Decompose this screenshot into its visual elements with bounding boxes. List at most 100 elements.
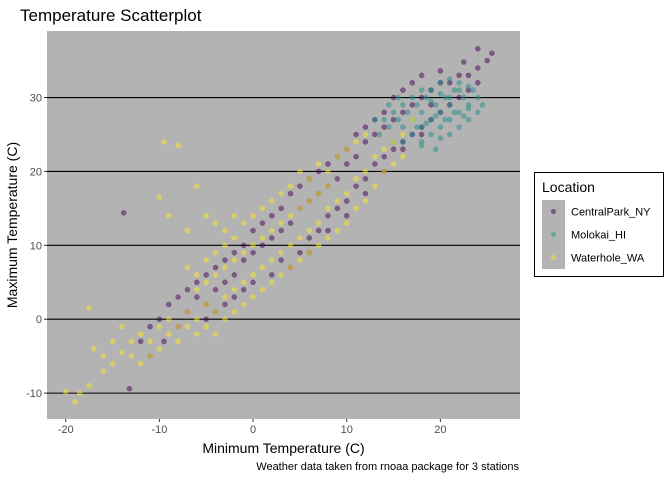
legend: Location CentralPark_NY Molokai_HI Waterho… (534, 172, 664, 277)
data-point (325, 183, 331, 190)
data-point (390, 161, 397, 167)
plot-panel (47, 31, 520, 419)
data-point (334, 153, 341, 160)
data-point (203, 212, 210, 219)
data-point (240, 286, 247, 293)
data-point (175, 294, 181, 300)
data-point (315, 168, 322, 175)
data-point (400, 87, 406, 93)
data-point (250, 272, 256, 278)
data-point (465, 105, 472, 112)
data-point (353, 131, 359, 138)
data-point (278, 220, 285, 227)
data-point (400, 124, 406, 130)
data-point (418, 142, 425, 149)
data-point (212, 331, 219, 337)
data-point (371, 153, 378, 160)
data-point (456, 109, 462, 116)
data-point (343, 190, 350, 197)
data-point (432, 102, 439, 108)
data-point (409, 116, 416, 123)
data-point (428, 98, 434, 105)
data-point (315, 220, 322, 227)
data-point (194, 316, 200, 323)
data-point (306, 175, 313, 182)
data-point (184, 308, 191, 315)
data-point (456, 94, 462, 101)
points-layer (62, 45, 495, 405)
data-point (231, 212, 238, 219)
data-point (395, 116, 402, 123)
data-point (353, 205, 359, 212)
data-point (475, 45, 481, 52)
data-point (231, 257, 238, 263)
data-point (414, 102, 420, 108)
data-point (278, 227, 285, 234)
data-point (470, 87, 477, 93)
data-point (297, 249, 303, 256)
data-point (100, 368, 107, 374)
data-point (334, 205, 341, 212)
data-point (390, 109, 397, 116)
data-point (175, 338, 181, 345)
data-point (278, 205, 285, 212)
data-point (381, 168, 388, 175)
data-point (86, 382, 92, 389)
data-point (212, 272, 219, 278)
data-point (371, 183, 378, 190)
data-point (465, 83, 472, 90)
data-point (212, 249, 219, 256)
data-point (432, 113, 439, 119)
data-point (120, 209, 127, 216)
data-point (306, 249, 313, 256)
data-point (297, 235, 303, 241)
data-point (268, 272, 275, 278)
data-point (446, 76, 453, 82)
data-point (437, 135, 444, 142)
data-point (287, 242, 294, 249)
data-point (76, 390, 83, 396)
data-point (222, 257, 228, 263)
data-point (297, 257, 303, 263)
data-point (156, 194, 163, 201)
data-point (395, 94, 402, 101)
data-point (418, 94, 425, 101)
data-point (278, 257, 285, 263)
data-point (222, 294, 228, 300)
data-point (268, 227, 275, 234)
data-point (222, 264, 228, 271)
data-point (334, 227, 341, 234)
y-tick-label: 0 (36, 314, 42, 326)
data-point (400, 131, 406, 138)
data-point (212, 220, 219, 227)
data-point (175, 323, 181, 330)
data-point (437, 79, 444, 86)
data-point (222, 301, 228, 308)
legend-label: Molokai_HI (571, 230, 626, 242)
data-point (479, 102, 486, 108)
data-point (404, 109, 411, 116)
data-point (325, 205, 331, 212)
y-tick-label: 30 (30, 93, 42, 105)
data-point (353, 139, 359, 145)
legend-label: CentralPark_NY (571, 207, 651, 219)
data-point (315, 161, 322, 167)
data-point (287, 183, 294, 190)
data-point (184, 323, 191, 330)
data-point (400, 109, 406, 116)
data-point (287, 264, 294, 271)
data-point (240, 249, 247, 256)
data-point (362, 124, 369, 130)
data-point (418, 131, 425, 138)
data-point (390, 116, 397, 123)
data-point (456, 79, 462, 86)
data-point (362, 168, 369, 175)
y-tick-label: 10 (30, 240, 42, 252)
data-point (381, 109, 388, 116)
data-point (62, 388, 69, 395)
data-point (126, 385, 133, 392)
data-point (240, 301, 247, 308)
data-point (390, 94, 397, 101)
data-point (423, 94, 430, 101)
data-point (437, 124, 444, 130)
